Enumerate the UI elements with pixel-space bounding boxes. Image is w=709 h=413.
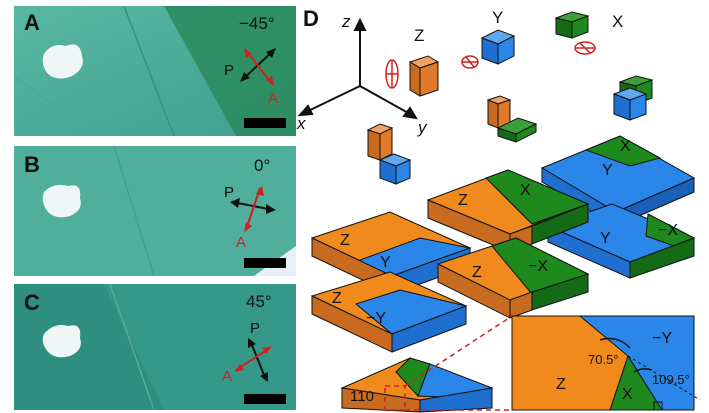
orientation-cubes — [366, 11, 654, 185]
inset-magnified — [511, 315, 701, 411]
micrograph-panel-a: A −45° P A — [14, 6, 296, 136]
panel-letter-b: B — [24, 152, 40, 177]
slab-label: Y — [602, 162, 613, 179]
inset-angle-109: 109.5° — [652, 372, 690, 387]
micrograph-panel-b: B 0° P A — [14, 146, 296, 276]
zoom-lines — [384, 315, 513, 411]
slab-label: Z — [332, 290, 342, 307]
slab-label: Y — [380, 254, 391, 271]
orientation-label-z: Z — [414, 26, 425, 45]
slab-label: Z — [340, 232, 350, 249]
orientation-label-x: X — [612, 12, 624, 31]
polarizer-label-p-b: P — [224, 184, 235, 201]
y-axis — [359, 85, 411, 115]
slab-z-negy — [310, 271, 468, 353]
panel-letter-a: A — [24, 10, 40, 35]
slab-label: −X — [658, 222, 679, 239]
slab-label: X — [520, 182, 531, 199]
panel-letter-d: D — [303, 6, 319, 31]
slab-label: Z — [458, 192, 468, 209]
panel-letter-c: C — [24, 290, 40, 315]
slab-label: −Y — [366, 310, 387, 327]
analyzer-label-a-a: A — [268, 90, 279, 107]
polarizer-angle-a: −45° — [239, 14, 275, 33]
inset-label-neg-y: −Y — [652, 330, 673, 347]
indicatrix-icons — [385, 41, 596, 89]
slab-label: Z — [472, 264, 482, 281]
axis-label-y: y — [418, 118, 427, 137]
analyzer-label-a-c: A — [222, 368, 233, 385]
scale-bar-a — [244, 118, 286, 128]
inset-label-x: X — [622, 386, 633, 403]
polarizer-label-p-a: P — [224, 62, 235, 79]
axis-label-x: x — [297, 114, 306, 133]
micrograph-panel-c: C 45° P A — [14, 284, 296, 410]
slab-z-negx — [436, 237, 590, 319]
slab-label: −X — [528, 258, 549, 275]
slab-label: X — [620, 138, 631, 155]
inset-label-z: Z — [556, 376, 566, 393]
scale-bar-b — [244, 258, 286, 268]
slab-label: Y — [600, 230, 611, 247]
polarizer-label-p-c: P — [250, 320, 261, 337]
slab-110-label: 110 — [350, 388, 374, 405]
polarizer-angle-c: 45° — [246, 292, 272, 311]
orientation-label-y: Y — [492, 8, 504, 27]
inset-angle-70: 70.5° — [588, 352, 619, 367]
scale-bar-c — [244, 394, 286, 404]
x-axis — [305, 85, 361, 113]
polarizer-angle-b: 0° — [254, 156, 271, 175]
axis-label-z: z — [342, 12, 351, 31]
analyzer-label-a-b: A — [236, 234, 247, 251]
